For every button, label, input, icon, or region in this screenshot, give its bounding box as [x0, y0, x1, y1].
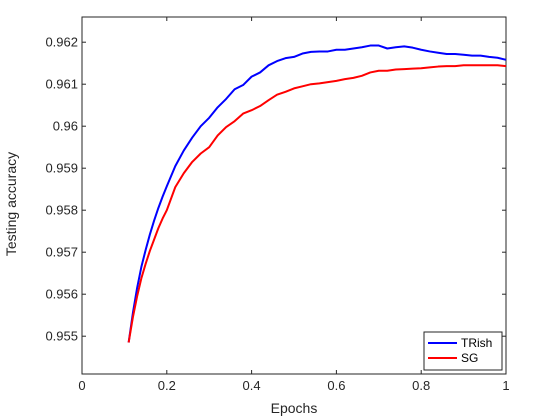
x-axis-label: Epochs: [271, 400, 318, 416]
legend-label-trish: TRish: [461, 336, 492, 350]
x-tick-label: 1: [502, 378, 509, 393]
legend-label-sg: SG: [461, 351, 478, 365]
y-tick-label: 0.955: [45, 329, 78, 344]
x-tick-label: 0.8: [412, 378, 430, 393]
x-tick-label: 0: [78, 378, 85, 393]
plot-area: [81, 16, 507, 375]
series-line-trish: [127, 44, 507, 343]
y-tick-label: 0.96: [53, 119, 78, 134]
tick-labels: 0 0.2 0.4 0.6 0.8 1 0.955 0.956 0.957 0.958 0.959 0…: [45, 35, 509, 393]
y-tick-label: 0.959: [45, 161, 78, 176]
axis-ticks: [81, 17, 507, 374]
series-line-sg: [127, 64, 507, 343]
y-tick-label: 0.958: [45, 203, 78, 218]
y-tick-label: 0.957: [45, 245, 78, 260]
series-layer: [127, 44, 507, 343]
y-tick-label: 0.961: [45, 77, 78, 92]
y-tick-label: 0.956: [45, 287, 78, 302]
legend-box: [423, 331, 503, 371]
x-tick-label: 0.4: [243, 378, 261, 393]
y-tick-label: 0.962: [45, 35, 78, 50]
plot-frame: [81, 16, 507, 375]
y-axis-label: Testing accuracy: [3, 152, 19, 256]
x-tick-label: 0.6: [327, 378, 345, 393]
x-tick-label: 0.2: [158, 378, 176, 393]
